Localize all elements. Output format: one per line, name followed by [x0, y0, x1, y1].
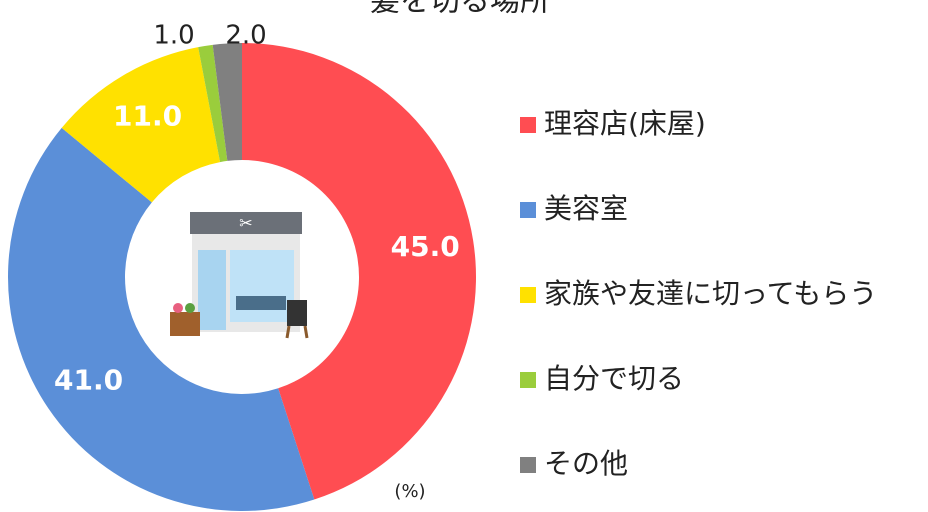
donut-slice [198, 44, 228, 163]
legend-label: その他 [544, 447, 628, 480]
legend-label: 家族や友達に切ってもらう [544, 277, 877, 310]
svg-text:✂: ✂ [239, 214, 252, 233]
legend-swatch [520, 457, 536, 473]
value-label: 2.0 [225, 21, 266, 51]
value-label: 41.0 [54, 363, 123, 396]
chart-title: 髪を切る場所 [370, 0, 550, 19]
unit-note: (%) [394, 481, 425, 502]
legend-label: 美容室 [544, 192, 628, 225]
legend-swatch [520, 117, 536, 133]
shop-icon: ✂ [170, 212, 309, 339]
legend-swatch [520, 287, 536, 303]
legend-swatch [520, 202, 536, 218]
legend-label: 自分で切る [544, 362, 684, 395]
value-label: 11.0 [113, 99, 182, 132]
legend-swatch [520, 372, 536, 388]
legend-label: 理容店(床屋) [544, 107, 706, 140]
value-label: 1.0 [153, 21, 194, 51]
value-label: 45.0 [391, 230, 460, 263]
donut-slice [7, 127, 315, 512]
donut-slice [242, 43, 477, 500]
donut-slice [212, 43, 242, 161]
donut-slice [61, 47, 221, 203]
